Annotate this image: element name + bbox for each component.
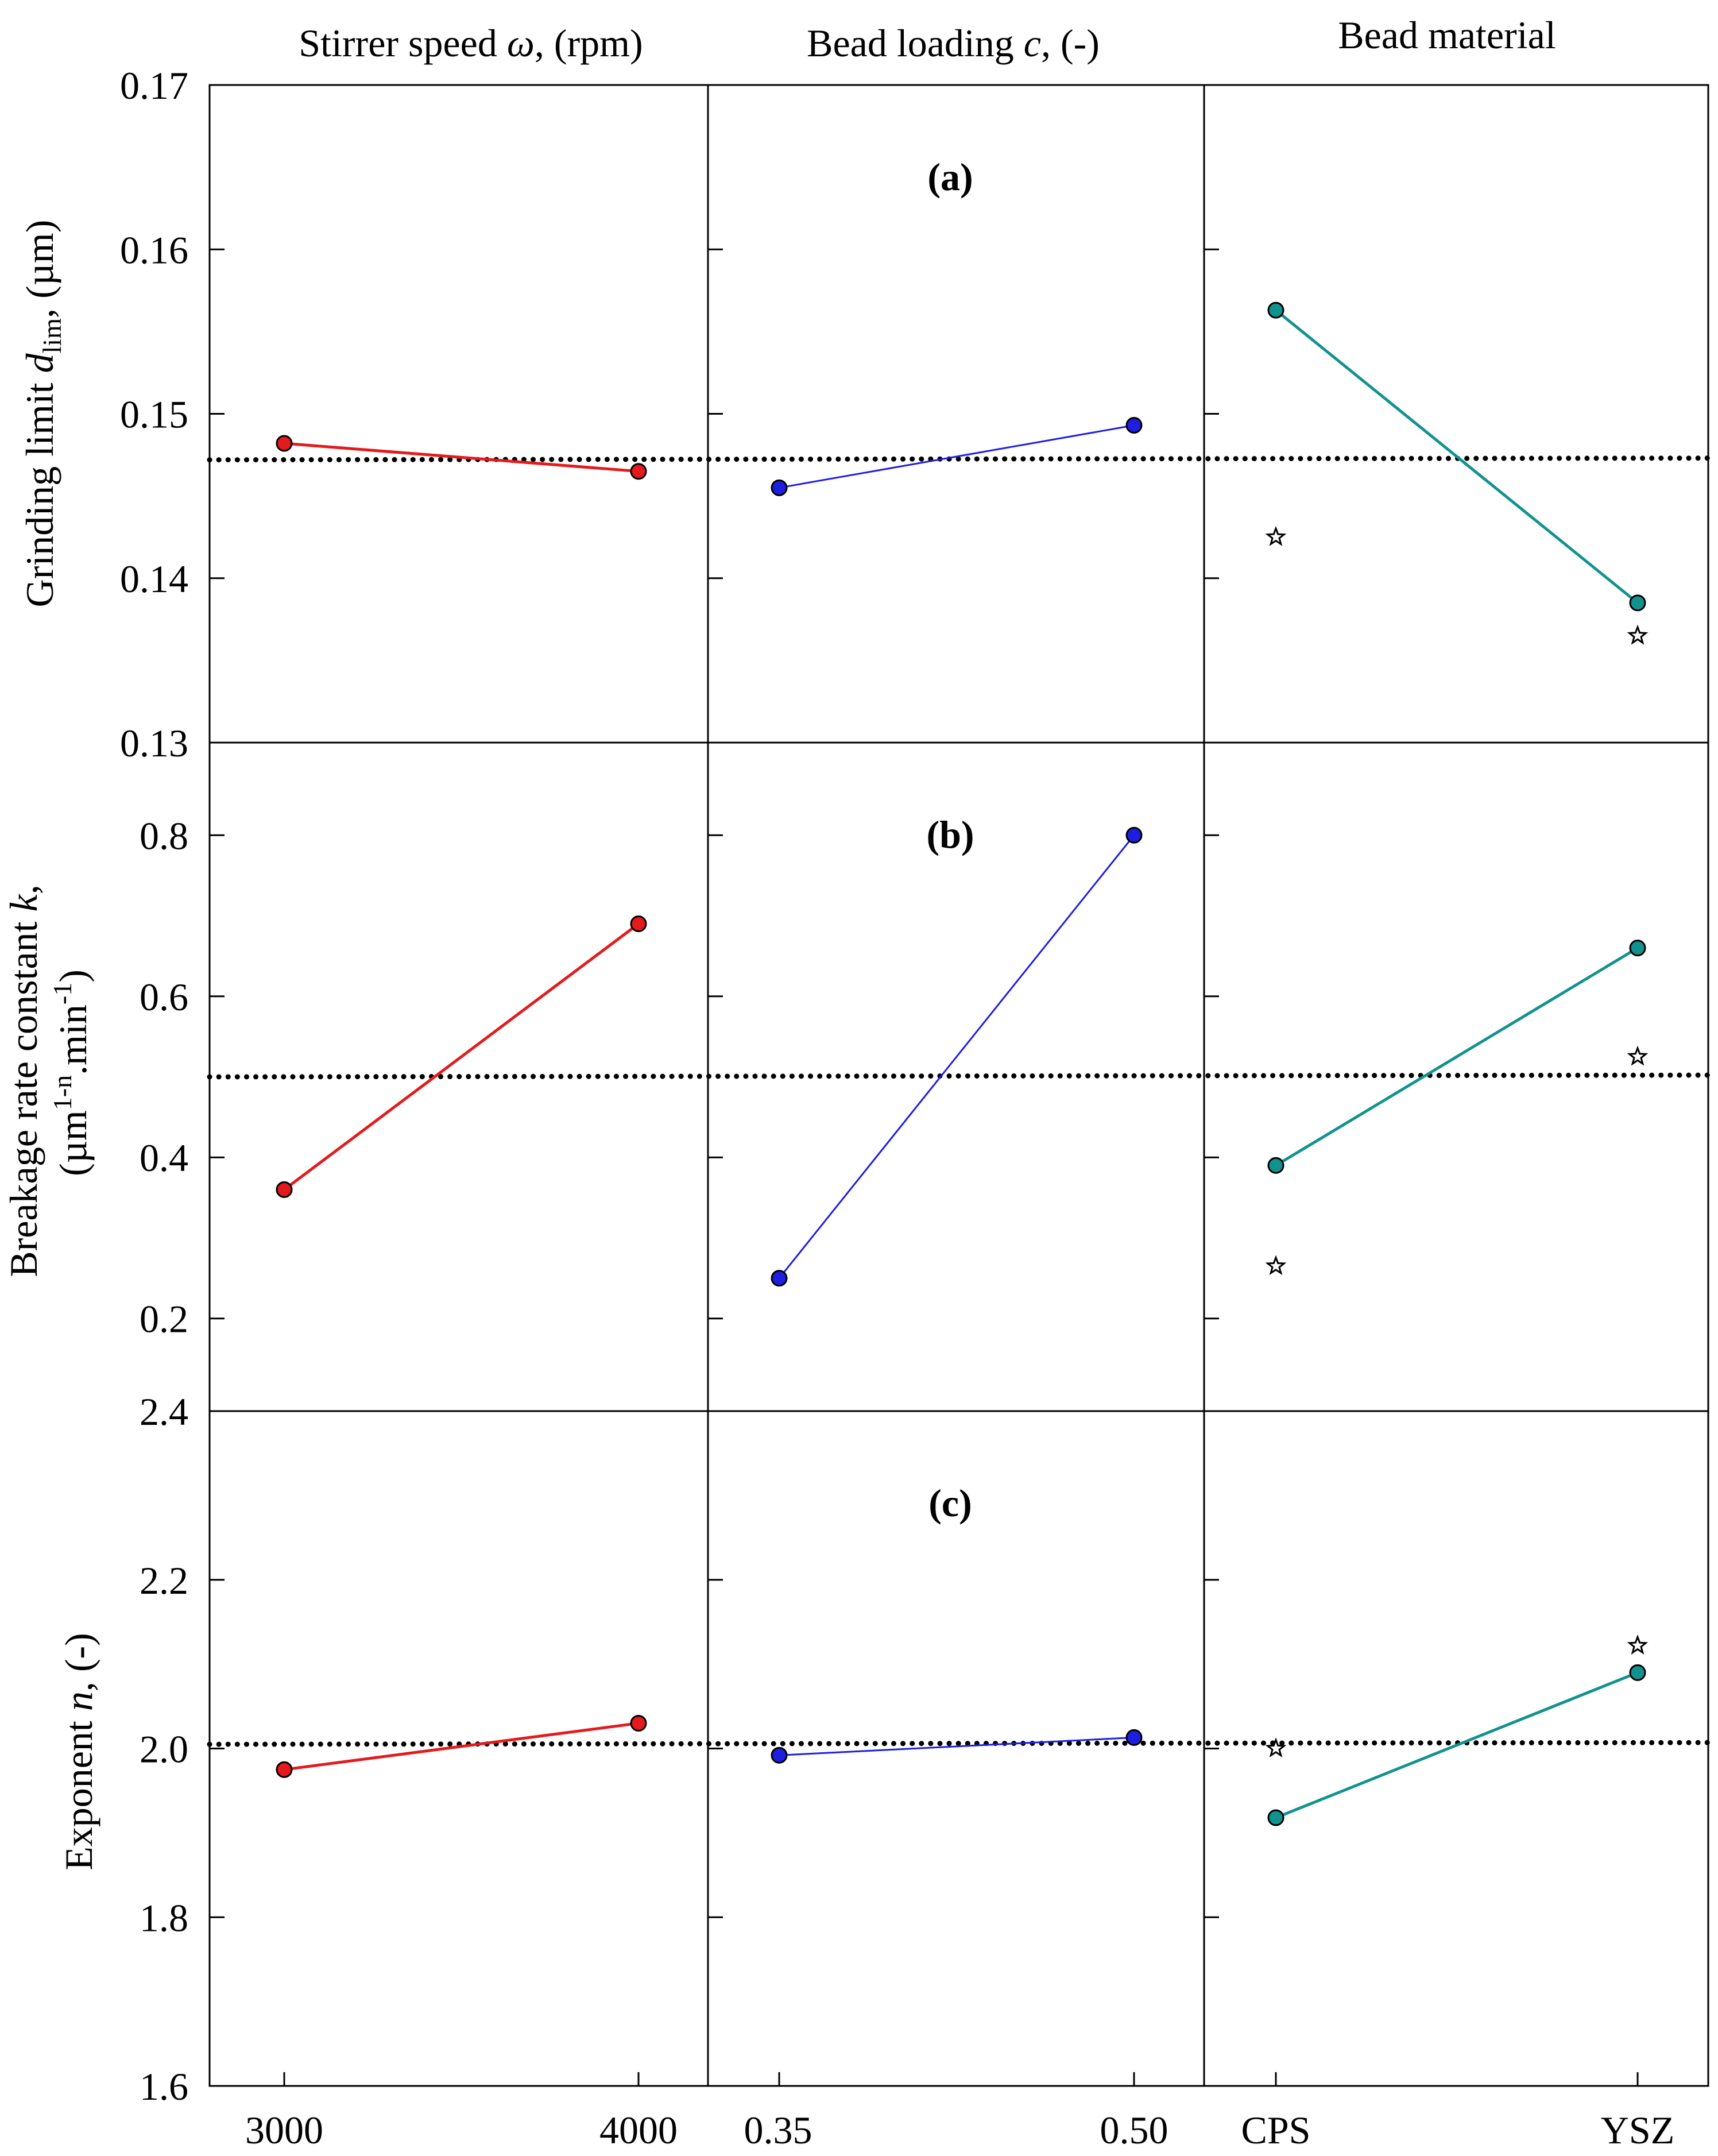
data-point-bead-material (1267, 1809, 1284, 1826)
star-marker (1627, 1635, 1649, 1655)
panel-frame (1203, 84, 1709, 744)
y-tick-label: 0.2 (140, 1297, 188, 1341)
y-tick-label: 1.8 (140, 1896, 188, 1939)
data-point-stirrer-speed (276, 435, 293, 452)
y-tick-label: 0.4 (140, 1136, 188, 1180)
series-line-bead-loading (778, 834, 1135, 1279)
mean-reference-line (207, 1740, 1711, 1747)
column-header-bead-loading: Bead loading c, (-) (807, 21, 1100, 65)
x-tick-label: 0.35 (744, 2108, 812, 2152)
data-point-bead-loading (1125, 417, 1143, 434)
y-tick-label: 0.17 (120, 64, 188, 107)
y-tick-label: 2.4 (140, 1390, 188, 1434)
data-point-bead-loading (1125, 826, 1143, 844)
data-point-bead-material (1629, 940, 1646, 957)
mean-reference-line (207, 455, 1711, 463)
data-point-bead-material (1267, 1157, 1284, 1174)
star-marker (1627, 624, 1649, 645)
panel-frame (208, 84, 709, 744)
data-point-bead-material (1629, 594, 1646, 612)
data-point-stirrer-speed (630, 915, 647, 933)
y-axis-label-grinding-limit: Grinding limit dlim, (µm) (18, 220, 67, 608)
panel-frame (208, 1410, 709, 2087)
x-tick-label: 4000 (599, 2108, 678, 2152)
x-tick-label: 0.50 (1100, 2108, 1168, 2152)
y-tick-label: 0.8 (140, 814, 188, 857)
data-point-bead-loading (771, 479, 788, 496)
x-tick-label: 3000 (245, 2108, 323, 2152)
y-tick-label: 0.14 (120, 557, 188, 601)
panel-label: (c) (928, 1481, 972, 1525)
data-point-bead-material (1629, 1664, 1646, 1681)
data-point-bead-loading (771, 1270, 788, 1287)
data-point-bead-loading (1125, 1729, 1143, 1746)
series-line-stirrer-speed (284, 442, 639, 473)
mean-reference-line (207, 1072, 1711, 1080)
data-point-stirrer-speed (276, 1181, 293, 1198)
y-axis-label-breakage-units: (µm1-n.min-1) (48, 969, 95, 1176)
column-header-bead-material: Bead material (1338, 13, 1556, 57)
y-tick-label: 0.16 (120, 228, 188, 272)
data-point-stirrer-speed (630, 463, 647, 480)
series-line-bead-loading (779, 424, 1135, 489)
y-tick-label: 0.6 (140, 975, 188, 1019)
star-marker (1627, 1045, 1649, 1066)
y-tick-label: 2.2 (140, 1559, 188, 1602)
column-header-stirrer-speed: Stirrer speed ω, (rpm) (299, 21, 643, 65)
y-tick-label: 1.6 (140, 2065, 188, 2108)
x-tick-label: YSZ (1601, 2108, 1674, 2152)
series-line-bead-material (1275, 946, 1639, 1167)
star-marker (1265, 1737, 1287, 1758)
data-point-stirrer-speed (276, 1761, 293, 1778)
panel-label: (a) (927, 155, 973, 199)
panel-label: (b) (926, 813, 974, 856)
y-tick-label: 2.0 (140, 1728, 188, 1771)
star-marker (1265, 1255, 1287, 1276)
star-marker (1265, 526, 1287, 546)
series-line-bead-material (1275, 309, 1639, 604)
data-point-bead-material (1267, 302, 1284, 319)
data-point-bead-loading (771, 1747, 788, 1764)
data-point-stirrer-speed (630, 1714, 647, 1732)
series-line-stirrer-speed (284, 1721, 639, 1771)
series-line-stirrer-speed (283, 922, 640, 1191)
x-tick-label: CPS (1241, 2108, 1311, 2152)
series-line-bead-loading (779, 1736, 1135, 1756)
series-line-bead-material (1275, 1671, 1638, 1819)
y-tick-label: 0.13 (120, 721, 188, 765)
y-axis-label-exponent: Exponent n, (-) (57, 1633, 100, 1871)
y-axis-label-breakage-rate: Breakage rate constant k, (2, 884, 45, 1277)
y-tick-label: 0.15 (120, 393, 188, 436)
